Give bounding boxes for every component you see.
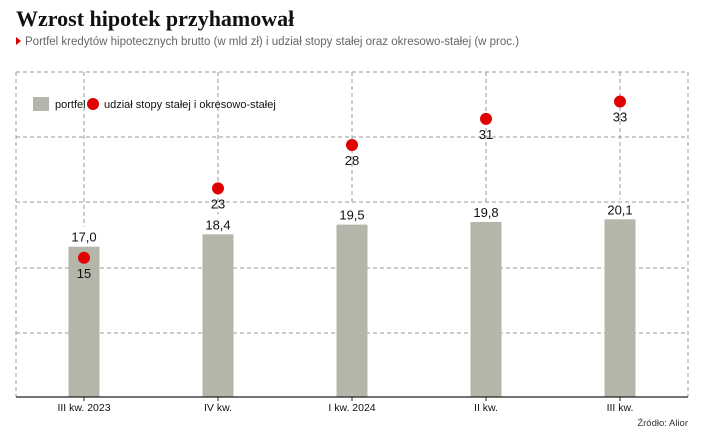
bar-value-label: 17,0 bbox=[71, 230, 96, 245]
dot-udzial bbox=[346, 138, 358, 151]
bar-value-label: 19,5 bbox=[339, 208, 364, 223]
x-tick-label: IV kw. bbox=[204, 402, 232, 414]
legend: portfel udział stopy stałej i okresowo-st… bbox=[33, 97, 276, 111]
x-axis-labels: III kw. 2023 IV kw. I kw. 2024 II kw. III kw… bbox=[57, 397, 633, 414]
dot-value-label: 15 bbox=[77, 266, 91, 281]
dot-value-label: 31 bbox=[479, 127, 493, 142]
bar-portfel bbox=[470, 221, 502, 397]
bar-value-label: 20,1 bbox=[607, 202, 632, 217]
chart-subtitle: Portfel kredytów hipotecznych brutto (w … bbox=[16, 36, 519, 48]
dot-series: 15 23 28 31 33 bbox=[77, 95, 627, 281]
x-tick-label: III kw. 2023 bbox=[57, 402, 110, 414]
dot-value-label: 33 bbox=[613, 110, 627, 125]
dot-guide-lines bbox=[83, 72, 621, 227]
dot-value-label: 28 bbox=[345, 153, 359, 168]
x-tick-label: II kw. bbox=[474, 402, 498, 414]
legend-dot-swatch bbox=[87, 98, 99, 110]
legend-dot-label: udział stopy stałej i okresowo-stałej bbox=[104, 99, 276, 111]
bar-portfel bbox=[336, 224, 368, 397]
bar-series: 17,0 18,4 19,5 19,8 20,1 bbox=[68, 202, 636, 397]
dot-udzial bbox=[480, 112, 492, 125]
legend-bar-label: portfel bbox=[55, 99, 86, 111]
legend-bar-swatch bbox=[33, 97, 49, 111]
bar-portfel bbox=[202, 234, 234, 397]
source-note: Źródło: Alior bbox=[637, 418, 688, 429]
dot-udzial bbox=[78, 251, 90, 264]
bar-portfel bbox=[68, 246, 100, 397]
subtitle-marker-icon bbox=[16, 37, 21, 45]
bar-portfel bbox=[604, 219, 636, 397]
dot-udzial bbox=[614, 95, 626, 108]
chart-subtitle-text: Portfel kredytów hipotecznych brutto (w … bbox=[25, 36, 520, 48]
chart-title: Wzrost hipotek przyhamował bbox=[16, 6, 295, 31]
bar-value-label: 19,8 bbox=[473, 205, 498, 220]
x-tick-label: I kw. 2024 bbox=[328, 402, 375, 414]
x-tick-label: III kw. bbox=[607, 402, 634, 414]
dot-udzial bbox=[212, 182, 224, 195]
bar-value-label: 18,4 bbox=[205, 217, 230, 232]
dot-value-label: 23 bbox=[211, 196, 225, 211]
